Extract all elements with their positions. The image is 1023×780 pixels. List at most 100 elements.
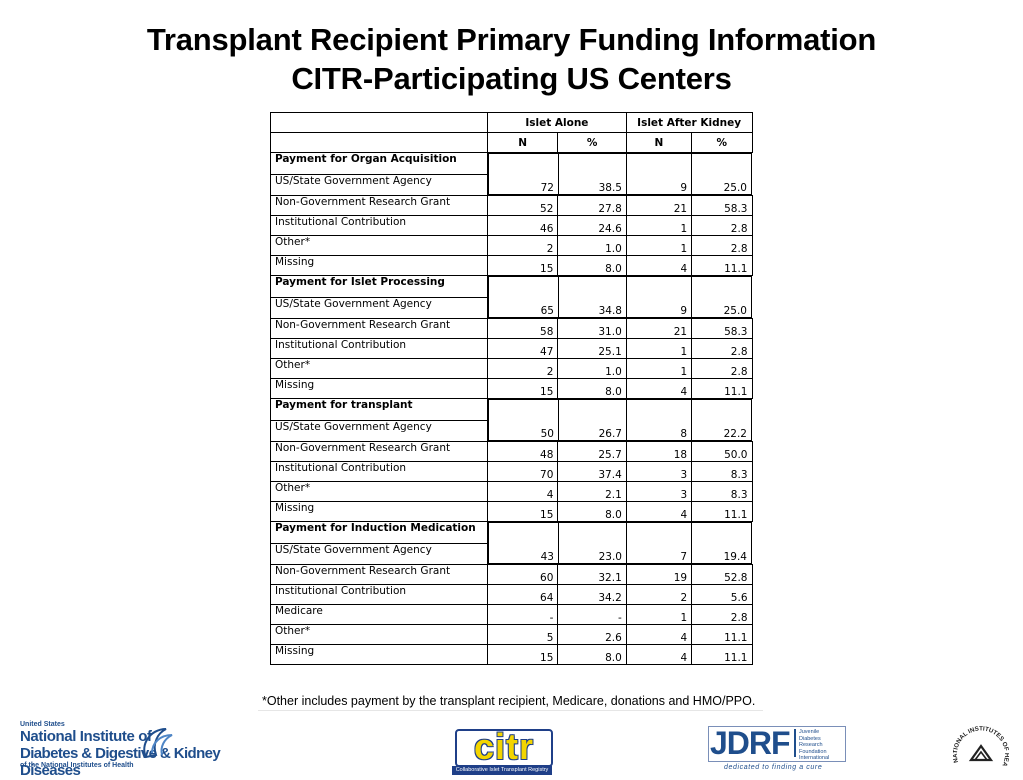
row-label: Other* (270, 358, 488, 379)
niddk-logo-line1: National Institute of (20, 728, 152, 745)
table-row: Other* 5 2.6 4 11.1 (270, 624, 753, 645)
table-cell: 58.3 (691, 195, 753, 216)
table-cell: 25.1 (557, 338, 627, 359)
jdrf-logo-stack: Juvenile Diabetes Research Foundation In… (794, 729, 847, 761)
jdrf-logo: JDRF Juvenile Diabetes Research Foundati… (708, 726, 848, 774)
citr-logo-tagline: Collaborative Islet Transplant Registry (452, 766, 552, 775)
row-label: Non-Government Research Grant (270, 318, 488, 339)
table-cell: 21 (625, 318, 693, 339)
table-cell: - (557, 604, 627, 625)
first-row-values: 72 38.5 9 25.0 (488, 153, 752, 195)
table-cell: 11.1 (691, 255, 753, 276)
jdrf-logo-frame (708, 726, 846, 762)
row-label: US/State Government Agency (270, 542, 488, 565)
table-cell: 34.8 (558, 276, 627, 318)
niddk-swirl-icon (143, 728, 173, 759)
table-cell: 4 (625, 644, 693, 665)
jdrf-logo-motto: dedicated to finding a cure (724, 764, 823, 771)
jdrf-stack-line: Diabetes (799, 735, 821, 742)
jdrf-stack-line: Research (799, 742, 823, 748)
row-label: Non-Government Research Grant (270, 564, 488, 585)
table-cell: 18 (625, 441, 693, 462)
table-cell: 1 (625, 338, 693, 359)
table-cell: 11.1 (691, 624, 753, 645)
table-cell: 8.3 (691, 461, 753, 482)
table-cell: 1 (625, 235, 693, 256)
section-heading: Payment for transplant (270, 398, 488, 421)
table-cell: 43 (488, 522, 559, 564)
row-label: US/State Government Agency (270, 296, 488, 319)
table-cell: 15 (486, 255, 559, 276)
table-cell: 4 (486, 481, 559, 502)
table-cell: 3 (625, 481, 693, 502)
table-cell: 2 (486, 358, 559, 379)
table-cell: 15 (486, 644, 559, 665)
table-cell: 34.2 (557, 584, 627, 605)
table-cell: 1.0 (557, 358, 627, 379)
table-cell: 8.0 (557, 644, 627, 665)
table-cell: 4 (625, 255, 693, 276)
table-cell: 48 (486, 441, 559, 462)
row-label: US/State Government Agency (270, 173, 488, 196)
table-cell: 1 (625, 604, 693, 625)
table-cell: 2.8 (691, 215, 753, 236)
table-cell: 4 (625, 501, 693, 522)
table-cell: 5.6 (691, 584, 753, 605)
table-cell: 4 (625, 378, 693, 399)
row-label: Institutional Contribution (270, 215, 488, 236)
table-row: Other* 2 1.0 1 2.8 (270, 358, 753, 379)
table-cell: 2 (486, 235, 559, 256)
row-label: Missing (270, 378, 488, 399)
table-cell: 24.6 (557, 215, 627, 236)
table-cell: 47 (486, 338, 559, 359)
table-cell: 60 (486, 564, 559, 585)
section-heading-row: Payment for Induction Medication 43 23.0 7 1… (270, 521, 752, 564)
section-heading-row: Payment for Organ Acquisition 72 38.5 9 25.0 (270, 152, 752, 195)
section-heading: Payment for Islet Processing (270, 275, 488, 298)
table-cell: 4 (625, 624, 693, 645)
table-cell: 72 (488, 153, 559, 195)
sub-header-row: N % N % (270, 132, 753, 153)
nih-seal-icon: NATIONAL INSTITUTES OF HEALTH (953, 724, 1009, 768)
row-label: Other* (270, 235, 488, 256)
footnote-divider (258, 710, 763, 711)
table-cell: 8 (626, 399, 692, 441)
table-cell: 25.0 (691, 153, 752, 195)
table-cell: 50.0 (691, 441, 753, 462)
row-label: Missing (270, 644, 488, 665)
footnote: *Other includes payment by the transplan… (262, 694, 756, 708)
section-heading: Payment for Organ Acquisition (270, 152, 488, 175)
table-cell: 9 (626, 153, 692, 195)
table-cell: 46 (486, 215, 559, 236)
table-cell: 52 (486, 195, 559, 216)
niddk-logo-line3: of the National Institutes of Health (20, 762, 134, 769)
table-cell: 15 (486, 501, 559, 522)
citr-logo-word: citr (455, 729, 553, 767)
table-cell: 25.0 (691, 276, 752, 318)
table-cell: 27.8 (557, 195, 627, 216)
table-cell: 58 (486, 318, 559, 339)
header-blank-cell (270, 132, 488, 153)
table-cell: 8.0 (557, 501, 627, 522)
table-cell: 2.8 (691, 358, 753, 379)
jdrf-stack-line: International (799, 755, 830, 761)
table-row: Institutional Contribution 46 24.6 1 2.8 (270, 215, 753, 236)
table-cell: 8.3 (691, 481, 753, 502)
table-row: Institutional Contribution 64 34.2 2 5.6 (270, 584, 753, 605)
table-row: Missing 15 8.0 4 11.1 (270, 255, 753, 276)
section-heading-row: Payment for transplant 50 26.7 8 22.2 (270, 398, 752, 441)
table-cell: 2.1 (557, 481, 627, 502)
section-heading: Payment for Induction Medication (270, 521, 488, 544)
table-cell: 37.4 (557, 461, 627, 482)
table-cell: 38.5 (558, 153, 627, 195)
table-cell: 19.4 (691, 522, 752, 564)
group-header-islet-after-kidney: Islet After Kidney (625, 112, 753, 133)
table-cell: 5 (486, 624, 559, 645)
sub-header-n: N (625, 132, 693, 153)
table-cell: 21 (625, 195, 693, 216)
table-row: Non-Government Research Grant 52 27.8 21 58.… (270, 195, 753, 216)
table-cell: 3 (625, 461, 693, 482)
table-row: Non-Government Research Grant 60 32.1 19 52.… (270, 564, 753, 585)
row-label: Other* (270, 624, 488, 645)
table-cell: 25.7 (557, 441, 627, 462)
